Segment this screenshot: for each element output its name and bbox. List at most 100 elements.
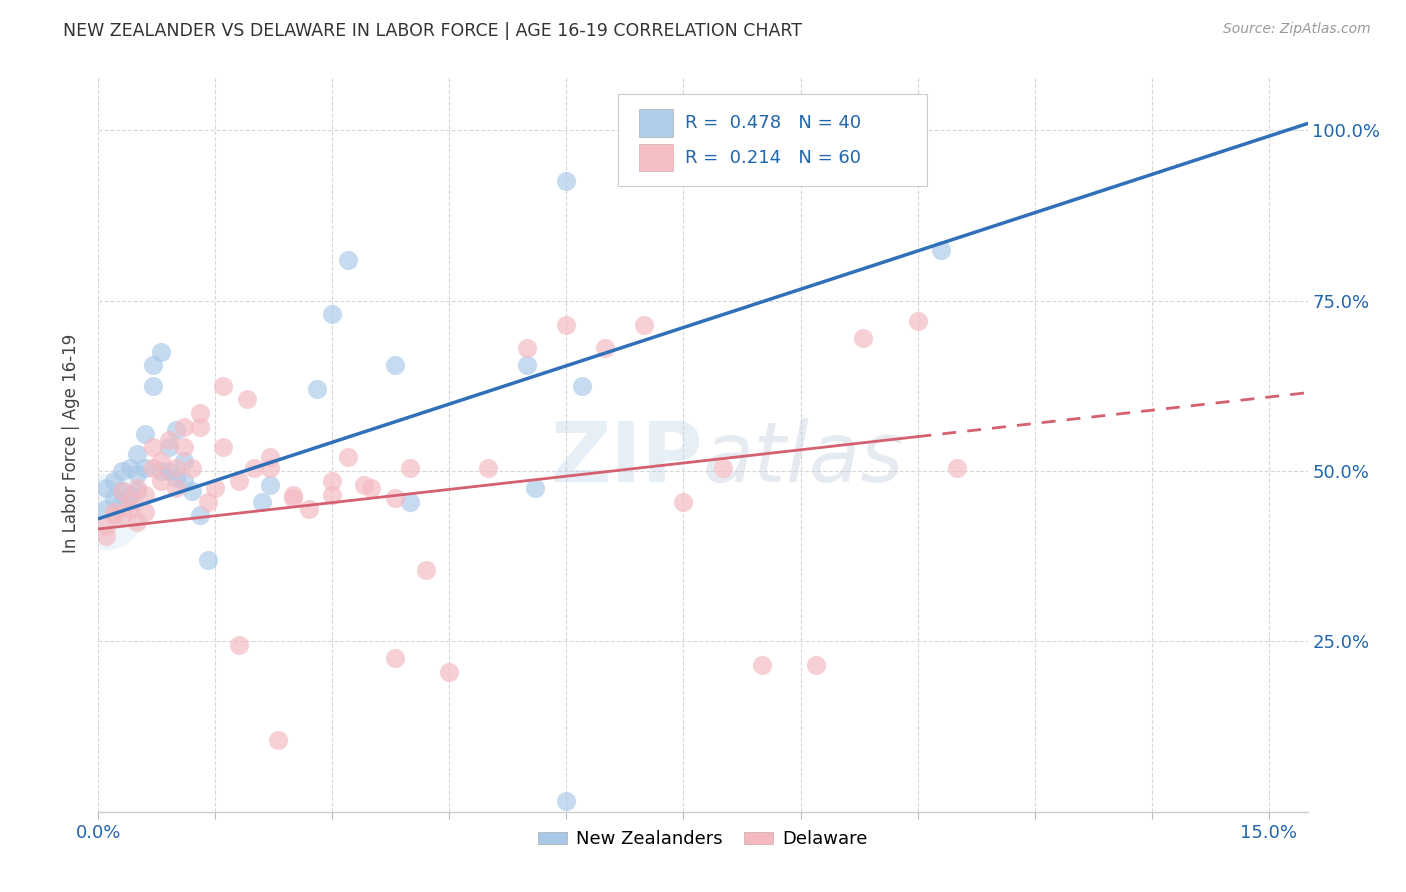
New Zealanders [188, 508, 211, 523]
Bar [638, 109, 673, 136]
New Zealanders [524, 481, 547, 495]
New Zealanders [197, 552, 219, 566]
New Zealanders [111, 494, 134, 508]
Delaware [321, 488, 343, 502]
Delaware [96, 518, 118, 533]
Delaware [439, 665, 461, 679]
Text: atlas: atlas [703, 418, 904, 499]
Delaware [142, 460, 165, 475]
New Zealanders [134, 460, 156, 475]
Delaware [127, 481, 149, 495]
Delaware [197, 494, 219, 508]
New Zealanders [111, 484, 134, 499]
FancyBboxPatch shape [619, 95, 927, 186]
Delaware [235, 392, 257, 407]
New Zealanders [127, 467, 149, 482]
New Zealanders [571, 379, 593, 393]
Delaware [267, 733, 290, 747]
New Zealanders [118, 460, 141, 475]
Legend: New Zealanders, Delaware: New Zealanders, Delaware [531, 823, 875, 855]
New Zealanders [118, 488, 141, 502]
Text: NEW ZEALANDER VS DELAWARE IN LABOR FORCE | AGE 16-19 CORRELATION CHART: NEW ZEALANDER VS DELAWARE IN LABOR FORCE… [63, 22, 803, 40]
New Zealanders [157, 440, 180, 454]
New Zealanders [252, 494, 274, 508]
Delaware [118, 494, 141, 508]
Delaware [283, 488, 305, 502]
New Zealanders [305, 382, 328, 396]
New Zealanders [555, 795, 578, 809]
Text: R =  0.478   N = 40: R = 0.478 N = 40 [685, 114, 860, 132]
Delaware [127, 515, 149, 529]
Delaware [711, 460, 734, 475]
New Zealanders [165, 471, 187, 485]
Text: R =  0.214   N = 60: R = 0.214 N = 60 [685, 148, 860, 167]
Bar [638, 144, 673, 171]
New Zealanders [516, 359, 538, 373]
New Zealanders [173, 454, 195, 468]
Delaware [173, 440, 195, 454]
Delaware [212, 379, 235, 393]
Delaware [595, 342, 617, 356]
Delaware [96, 529, 118, 543]
Delaware [142, 440, 165, 454]
Delaware [399, 460, 422, 475]
New Zealanders [181, 484, 204, 499]
New Zealanders [142, 379, 165, 393]
Delaware [321, 475, 343, 489]
Text: Source: ZipAtlas.com: Source: ZipAtlas.com [1223, 22, 1371, 37]
Delaware [134, 505, 156, 519]
New Zealanders [149, 464, 172, 478]
Delaware [228, 475, 250, 489]
Delaware [188, 406, 211, 420]
Delaware [555, 318, 578, 332]
Delaware [852, 331, 875, 345]
Delaware [118, 501, 141, 516]
New Zealanders [259, 477, 281, 491]
New Zealanders [103, 475, 125, 489]
New Zealanders [149, 344, 172, 359]
Y-axis label: In Labor Force | Age 16-19: In Labor Force | Age 16-19 [62, 334, 80, 553]
New Zealanders [111, 464, 134, 478]
Delaware [259, 450, 281, 465]
Delaware [173, 419, 195, 434]
Delaware [384, 491, 406, 506]
Delaware [188, 419, 211, 434]
Delaware [907, 314, 929, 328]
Delaware [259, 460, 281, 475]
Delaware [157, 434, 180, 448]
Delaware [804, 658, 827, 673]
Delaware [384, 651, 406, 665]
New Zealanders [142, 359, 165, 373]
Delaware [477, 460, 499, 475]
Delaware [149, 475, 172, 489]
New Zealanders [134, 426, 156, 441]
Delaware [111, 508, 134, 523]
Delaware [337, 450, 360, 465]
Delaware [204, 481, 226, 495]
New Zealanders [929, 243, 952, 257]
New Zealanders [321, 307, 343, 321]
New Zealanders [384, 359, 406, 373]
Delaware [165, 460, 187, 475]
Delaware [415, 563, 437, 577]
Delaware [103, 508, 125, 523]
Delaware [228, 638, 250, 652]
New Zealanders [165, 423, 187, 437]
New Zealanders [399, 494, 422, 508]
New Zealanders [127, 484, 149, 499]
Delaware [283, 491, 305, 506]
Delaware [298, 501, 321, 516]
Delaware [672, 494, 695, 508]
Point [96, 505, 118, 519]
Delaware [149, 454, 172, 468]
New Zealanders [96, 501, 118, 516]
Delaware [633, 318, 655, 332]
Delaware [212, 440, 235, 454]
Delaware [516, 342, 538, 356]
Delaware [243, 460, 266, 475]
Delaware [945, 460, 967, 475]
Delaware [751, 658, 773, 673]
Delaware [134, 488, 156, 502]
New Zealanders [173, 475, 195, 489]
Text: ZIP: ZIP [551, 418, 703, 499]
